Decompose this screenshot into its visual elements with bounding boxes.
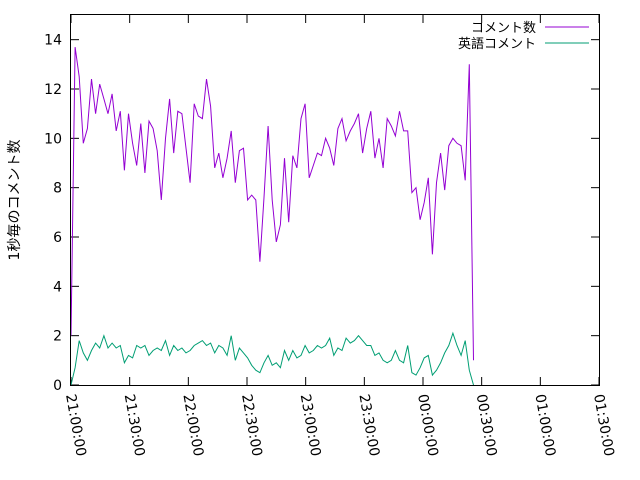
y-tick-label: 8 [53,181,62,197]
y-tick-label: 0 [53,378,62,394]
x-tick-label: 23:00:00 [297,393,324,458]
y-tick-label: 14 [44,33,62,49]
x-tick-label: 00:00:00 [414,393,441,458]
x-tick-label: 01:00:00 [531,393,558,458]
y-tick-labels: 0 2 4 6 8 10 12 14 [44,33,62,394]
x-tick-label: 23:30:00 [355,393,382,458]
x-tick-label: 21:00:00 [62,393,89,458]
y-tick-label: 2 [53,329,62,345]
y-tick-label: 10 [44,131,62,147]
tick-marks [70,15,600,386]
x-tick-labels: 21:00:00 21:30:00 22:00:00 22:30:00 23:00:00… [62,393,617,458]
y-tick-label: 12 [44,82,62,98]
plot-frame [70,14,600,386]
x-tick-label: 00:30:00 [473,393,500,458]
x-tick-label: 01:30:00 [590,393,617,458]
x-tick-label: 22:30:00 [238,393,265,458]
legend-label: コメント数 [471,21,536,36]
x-tick-label: 21:30:00 [121,393,148,458]
y-tick-label: 6 [53,230,62,246]
y-tick-label: 4 [53,279,62,295]
series-line-2 [70,331,474,386]
series-layer [70,47,474,386]
x-tick-label: 22:00:00 [179,393,206,458]
y-axis-title: 1秒毎のコメント数 [7,140,23,261]
legend-label: 英語コメント [458,36,536,52]
series-line-1 [70,47,474,361]
